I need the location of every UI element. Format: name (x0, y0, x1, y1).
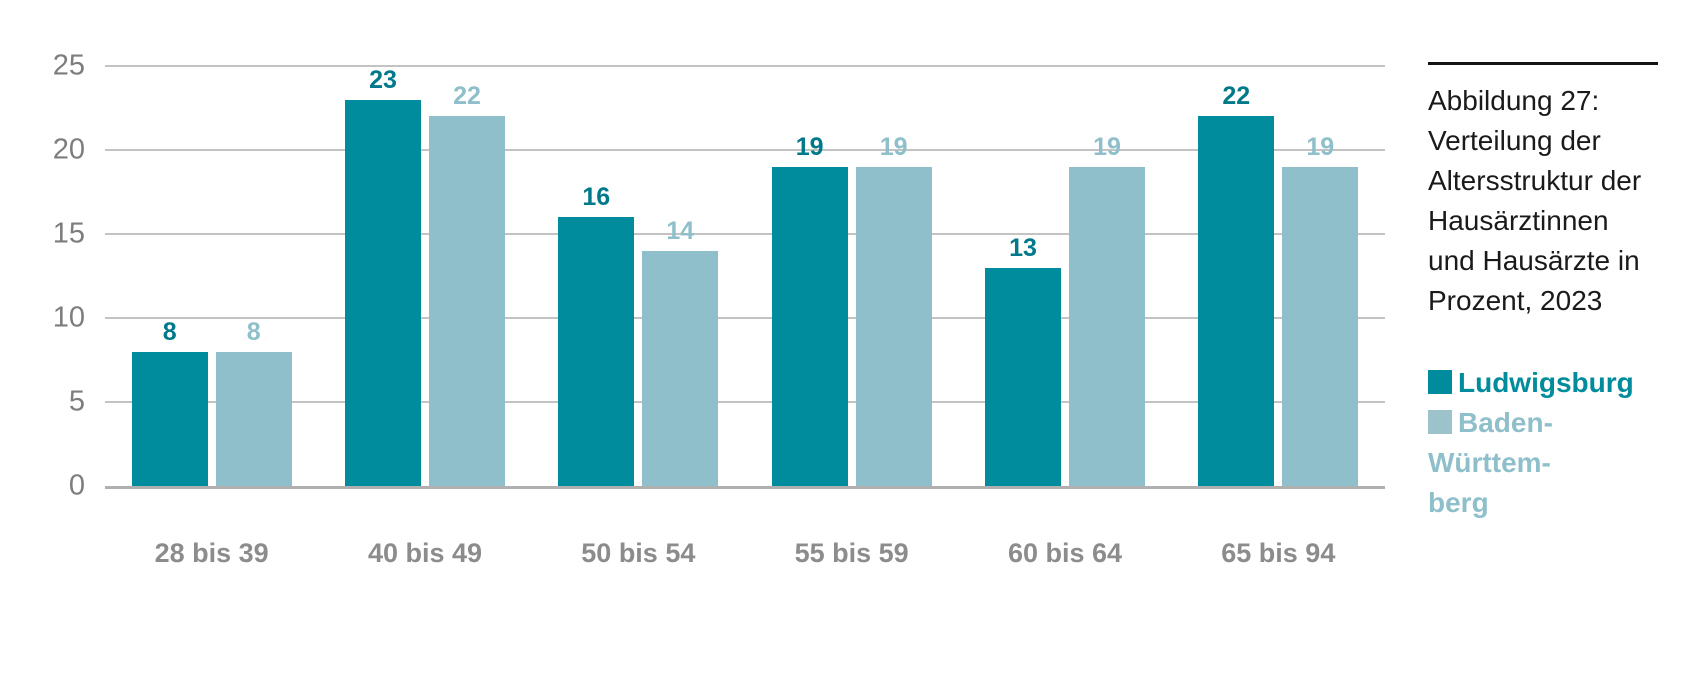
bar: 19 (1282, 132, 1359, 486)
bar-rect (855, 166, 932, 486)
y-tick-label: 5 (68, 385, 85, 418)
bar-rect (984, 267, 1061, 486)
bar-value-label: 16 (582, 183, 611, 212)
bar: 16 (558, 183, 635, 486)
bar-rect (344, 99, 421, 486)
caption-line: und Hausärzte in (1428, 245, 1640, 276)
caption-line: Verteilung der (1428, 125, 1601, 156)
bar-value-label: 14 (666, 216, 695, 245)
x-axis: 28 bis 39 40 bis 49 50 bis 54 55 bis 59 60 b… (105, 538, 1385, 569)
figure-caption-panel: Abbildung 27: Verteilung der Altersstruk… (1428, 62, 1668, 523)
bar-value-label: 19 (879, 132, 908, 161)
gridline (105, 149, 1385, 151)
y-tick-label: 15 (52, 217, 85, 250)
bar-group: 23 22 (318, 66, 531, 486)
bar-value-label: 8 (246, 317, 261, 346)
bar: 13 (984, 233, 1061, 486)
bar-rect (1282, 166, 1359, 486)
bar-groups: 8 8 23 22 16 14 19 19 13 19 22 19 (105, 66, 1385, 486)
x-tick-label: 65 bis 94 (1221, 538, 1336, 568)
gridline (105, 317, 1385, 319)
bar-value-label: 22 (1222, 82, 1251, 111)
y-tick-label: 0 (68, 469, 85, 502)
bar-rect (642, 250, 719, 486)
bar-group: 19 19 (745, 66, 958, 486)
x-tick-label: 28 bis 39 (154, 538, 269, 568)
y-tick-label: 10 (52, 301, 85, 334)
bar: 19 (855, 132, 932, 486)
caption-line: Altersstruktur der (1428, 165, 1642, 196)
gridline (105, 401, 1385, 403)
bar: 8 (131, 317, 208, 486)
bar: 23 (344, 65, 421, 486)
bar: 19 (1068, 132, 1145, 486)
bar: 8 (215, 317, 292, 486)
caption-rule (1428, 62, 1658, 65)
legend-label: Baden-Württem- (1428, 407, 1553, 478)
bar-value-label: 19 (1093, 132, 1121, 161)
x-axis-line (105, 486, 1385, 489)
legend-swatch-baden-wuerttemberg (1428, 410, 1452, 434)
bar-rect (1068, 166, 1145, 486)
caption-line: Prozent, 2023 (1428, 285, 1603, 316)
legend-label: Ludwigsburg (1458, 367, 1634, 398)
bar-value-label: 22 (453, 82, 481, 111)
bar: 19 (771, 132, 848, 486)
x-tick-label: 50 bis 54 (581, 538, 696, 568)
caption-text: Abbildung 27: Verteilung der Altersstruk… (1428, 81, 1668, 321)
bar-value-label: 13 (1009, 233, 1037, 262)
caption-line: Hausärztinnen (1428, 205, 1609, 236)
bar-value-label: 23 (369, 65, 397, 94)
x-tick-label: 60 bis 64 (1007, 538, 1123, 568)
bar-value-label: 19 (795, 132, 824, 161)
y-tick-label: 20 (52, 133, 85, 166)
bar: 22 (428, 82, 505, 486)
legend-item-baden-wuerttemberg: Baden-Württem-berg (1428, 403, 1668, 523)
bar-group: 22 19 (1172, 66, 1385, 486)
bar-value-label: 8 (162, 317, 177, 346)
legend-swatch-ludwigsburg (1428, 370, 1452, 394)
bar-rect (428, 116, 505, 486)
bar-group: 16 14 (532, 66, 745, 486)
gridline (105, 65, 1385, 67)
bar-rect (131, 351, 208, 486)
bar-rect (558, 217, 635, 486)
bar: 14 (642, 216, 719, 486)
gridline (105, 233, 1385, 235)
bar-value-label: 19 (1306, 132, 1335, 161)
x-tick-label: 55 bis 59 (794, 538, 909, 568)
legend-item-ludwigsburg: Ludwigsburg (1428, 363, 1668, 403)
y-tick-label: 25 (52, 49, 85, 82)
legend: Ludwigsburg Baden-Württem-berg (1428, 363, 1668, 523)
bar-rect (771, 166, 848, 486)
bar-group: 13 19 (958, 66, 1171, 486)
x-tick-label: 40 bis 49 (367, 538, 483, 568)
bar-rect (1198, 116, 1275, 486)
bar-rect (215, 351, 292, 486)
legend-label: berg (1428, 487, 1489, 518)
bar: 22 (1198, 82, 1275, 486)
caption-line: Abbildung 27: (1428, 85, 1600, 116)
